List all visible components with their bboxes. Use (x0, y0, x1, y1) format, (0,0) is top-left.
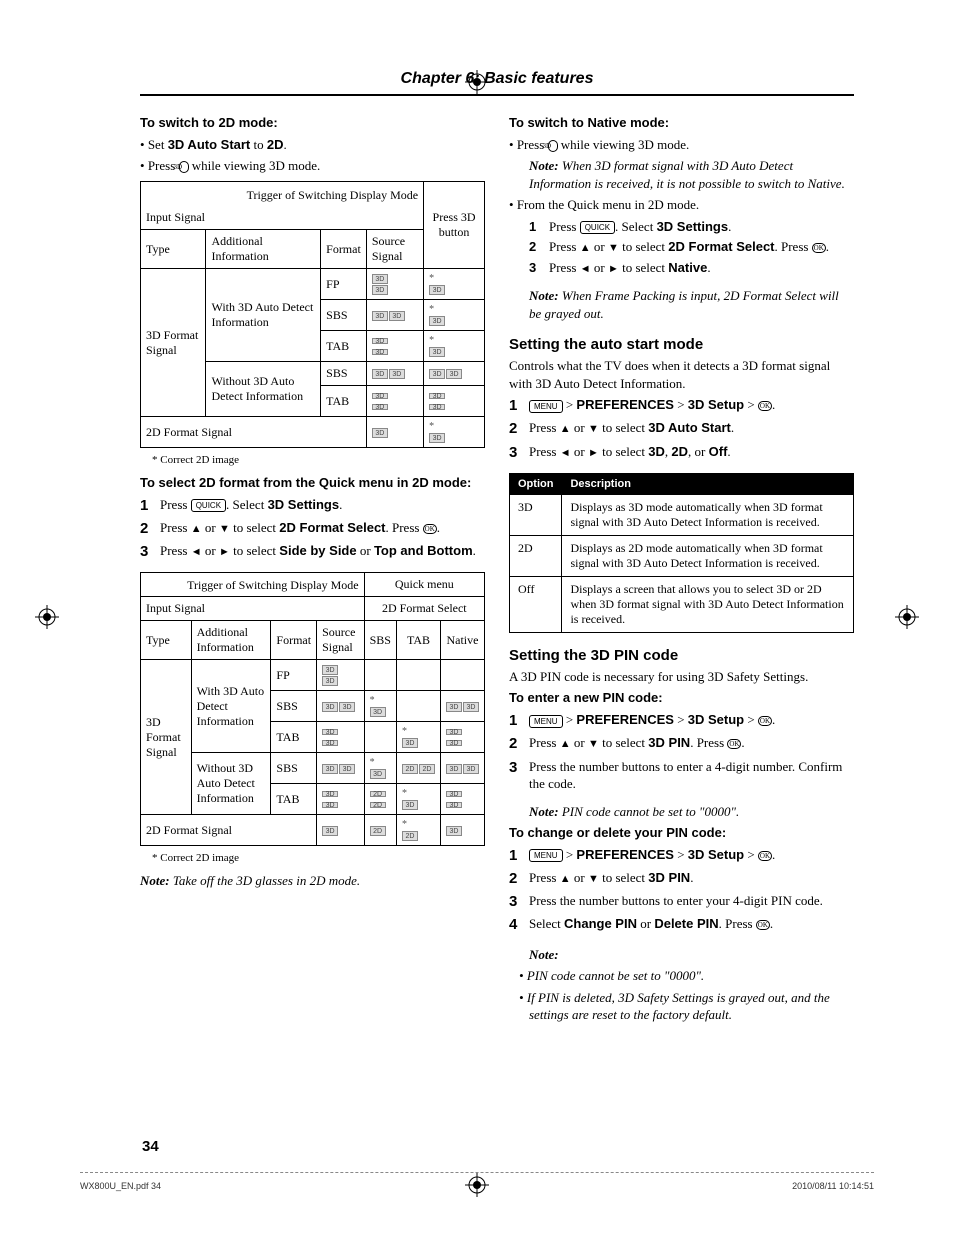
note: Note: When Frame Packing is input, 2D Fo… (509, 287, 854, 322)
registration-mark-icon (35, 605, 59, 629)
note-item: If PIN is deleted, 3D Safety Settings is… (509, 989, 854, 1024)
bullet-item: From the Quick menu in 2D mode. (509, 196, 854, 214)
note-heading: Note: (509, 946, 854, 964)
subheading: To change or delete your PIN code: (509, 825, 726, 840)
ok-button-icon: OK (727, 739, 741, 749)
bullet-item: Set 3D Auto Start to 2D. (140, 136, 485, 154)
bullet-item: Press 3D while viewing 3D mode. (509, 136, 854, 154)
quick-button-icon: QUICK (191, 499, 226, 512)
options-table: OptionDescription 3DDisplays as 3D mode … (509, 473, 854, 633)
numbered-list: 1MENU > PREFERENCES > 3D Setup > OK. 2Pr… (509, 711, 854, 793)
menu-button-icon: MENU (529, 849, 563, 862)
numbered-list: 1MENU > PREFERENCES > 3D Setup > OK. 2Pr… (509, 846, 854, 936)
section-heading: Setting the 3D PIN code (509, 647, 854, 664)
trigger-table-2: Trigger of Switching Display Mode Quick … (140, 572, 485, 846)
subheading: To enter a new PIN code: (509, 690, 663, 705)
note: Note: Take off the 3D glasses in 2D mode… (140, 872, 485, 890)
page-number: 34 (142, 1138, 159, 1155)
numbered-list: 1Press QUICK. Select 3D Settings. 2Press… (140, 496, 485, 563)
left-column: To switch to 2D mode: Set 3D Auto Start … (140, 114, 485, 1028)
ok-button-icon: OK (756, 920, 770, 930)
3d-button-icon: 3D (179, 161, 189, 173)
numbered-list: 1Press QUICK. Select 3D Settings. 2Press… (509, 218, 854, 277)
chapter-title: Chapter 6: Basic features (140, 70, 854, 96)
registration-mark-icon (895, 605, 919, 629)
ok-button-icon: OK (758, 716, 772, 726)
right-column: To switch to Native mode: Press 3D while… (509, 114, 854, 1028)
switch-2d-heading: To switch to 2D mode: (140, 115, 278, 130)
section-heading: Setting the auto start mode (509, 336, 854, 353)
note: Note: PIN code cannot be set to "0000". (509, 803, 854, 821)
trigger-table-1: Trigger of Switching Display Mode Press … (140, 181, 485, 448)
footer-filename: WX800U_EN.pdf 34 (80, 1181, 161, 1191)
footnote: * Correct 2D image (140, 852, 485, 864)
quick-button-icon: QUICK (580, 221, 615, 234)
body-text: A 3D PIN code is necessary for using 3D … (509, 668, 854, 686)
menu-button-icon: MENU (529, 715, 563, 728)
body-text: Controls what the TV does when it detect… (509, 357, 854, 392)
note-item: PIN code cannot be set to "0000". (509, 967, 854, 985)
registration-mark-icon (465, 70, 489, 94)
footer-timestamp: 2010/08/11 10:14:51 (792, 1181, 874, 1191)
ok-button-icon: OK (812, 243, 826, 253)
footnote: * Correct 2D image (140, 454, 485, 466)
numbered-list: 1MENU > PREFERENCES > 3D Setup > OK. 2Pr… (509, 396, 854, 463)
registration-mark-icon (465, 1173, 489, 1197)
native-heading: To switch to Native mode: (509, 115, 669, 130)
ok-button-icon: OK (758, 851, 772, 861)
3d-button-icon: 3D (548, 140, 558, 152)
note: Note: When 3D format signal with 3D Auto… (509, 157, 854, 192)
bullet-item: Press 3D while viewing 3D mode. (140, 157, 485, 175)
menu-button-icon: MENU (529, 400, 563, 413)
ok-button-icon: OK (423, 524, 437, 534)
quick-2d-heading: To select 2D format from the Quick menu … (140, 475, 471, 490)
ok-button-icon: OK (758, 401, 772, 411)
